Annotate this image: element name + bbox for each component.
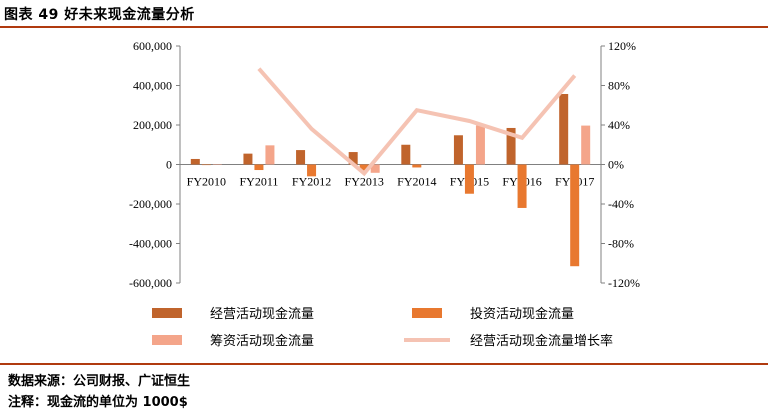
- legend-label-1: 经营活动现金流量: [210, 306, 314, 321]
- bar-1-fy2012: [296, 150, 306, 165]
- bar-2-fy2012: [307, 164, 317, 177]
- cashflow-chart: 600,000 400,000 200,000 0 -200,000 -400,000 -6…: [129, 39, 640, 348]
- bar-3-fy2013: [370, 164, 380, 173]
- bar-1-fy2014: [401, 144, 411, 165]
- unit-note: 注释：现金流的单位为 1000$: [8, 395, 188, 410]
- x-tick-label: FY2014: [397, 175, 436, 189]
- x-tick-label: FY2011: [239, 175, 278, 189]
- bar-3-fy2015: [475, 125, 485, 165]
- right-tick-label: 80%: [608, 79, 630, 93]
- bars-group: [190, 93, 591, 267]
- bar-1-fy2015: [453, 135, 463, 165]
- bar-3-fy2017: [581, 125, 591, 165]
- footer-rule: [0, 363, 768, 365]
- legend-swatch-2: [412, 308, 442, 318]
- x-tick-label: FY2013: [345, 175, 384, 189]
- x-tick-label: FY2012: [292, 175, 331, 189]
- bar-3-fy2011: [265, 145, 275, 165]
- bar-2-fy2011: [254, 164, 264, 171]
- bar-3-fy2010: [212, 164, 222, 165]
- source-note: 数据来源：公司财报、广证恒生: [8, 374, 191, 389]
- bar-2-fy2013: [359, 164, 369, 171]
- chart-title: 图表 49 好未来现金流量分析: [4, 7, 195, 23]
- bar-1-fy2016: [506, 127, 516, 165]
- growth-line-group: [257, 67, 577, 177]
- growth-rate-line: [257, 67, 577, 177]
- legend-label-4: 经营活动现金流量增长率: [470, 333, 613, 348]
- bar-2-fy2010: [201, 164, 211, 166]
- left-tick-label: 400,000: [133, 79, 172, 93]
- bar-1-fy2010: [190, 158, 200, 165]
- bar-1-fy2013: [348, 152, 358, 165]
- legend-swatch-1: [152, 308, 182, 318]
- legend-label-3: 筹资活动现金流量: [210, 333, 314, 348]
- legend-swatch-3: [152, 335, 182, 345]
- right-tick-label: 40%: [608, 118, 630, 132]
- left-tick-label: 0: [166, 158, 172, 172]
- left-tick-label: 200,000: [133, 118, 172, 132]
- bar-2-fy2016: [517, 164, 527, 208]
- title-rule: [0, 26, 768, 28]
- right-tick-label: -120%: [608, 276, 640, 290]
- left-tick-label: -200,000: [129, 197, 172, 211]
- right-tick-label: 0%: [608, 158, 624, 172]
- axes-group: 600,000 400,000 200,000 0 -200,000 -400,000 -6…: [129, 39, 640, 290]
- right-tick-label: -40%: [608, 197, 634, 211]
- left-tick-label: -600,000: [129, 276, 172, 290]
- x-tick-label: FY2010: [187, 175, 226, 189]
- legend-label-2: 投资活动现金流量: [470, 306, 574, 321]
- bar-1-fy2011: [243, 153, 253, 165]
- bar-1-fy2017: [559, 93, 569, 165]
- bar-2-fy2015: [464, 164, 474, 194]
- left-tick-label: -400,000: [129, 237, 172, 251]
- bar-2-fy2017: [570, 164, 580, 267]
- bar-2-fy2014: [412, 164, 422, 168]
- left-tick-label: 600,000: [133, 39, 172, 53]
- right-tick-label: -80%: [608, 237, 634, 251]
- right-tick-label: 120%: [608, 39, 636, 53]
